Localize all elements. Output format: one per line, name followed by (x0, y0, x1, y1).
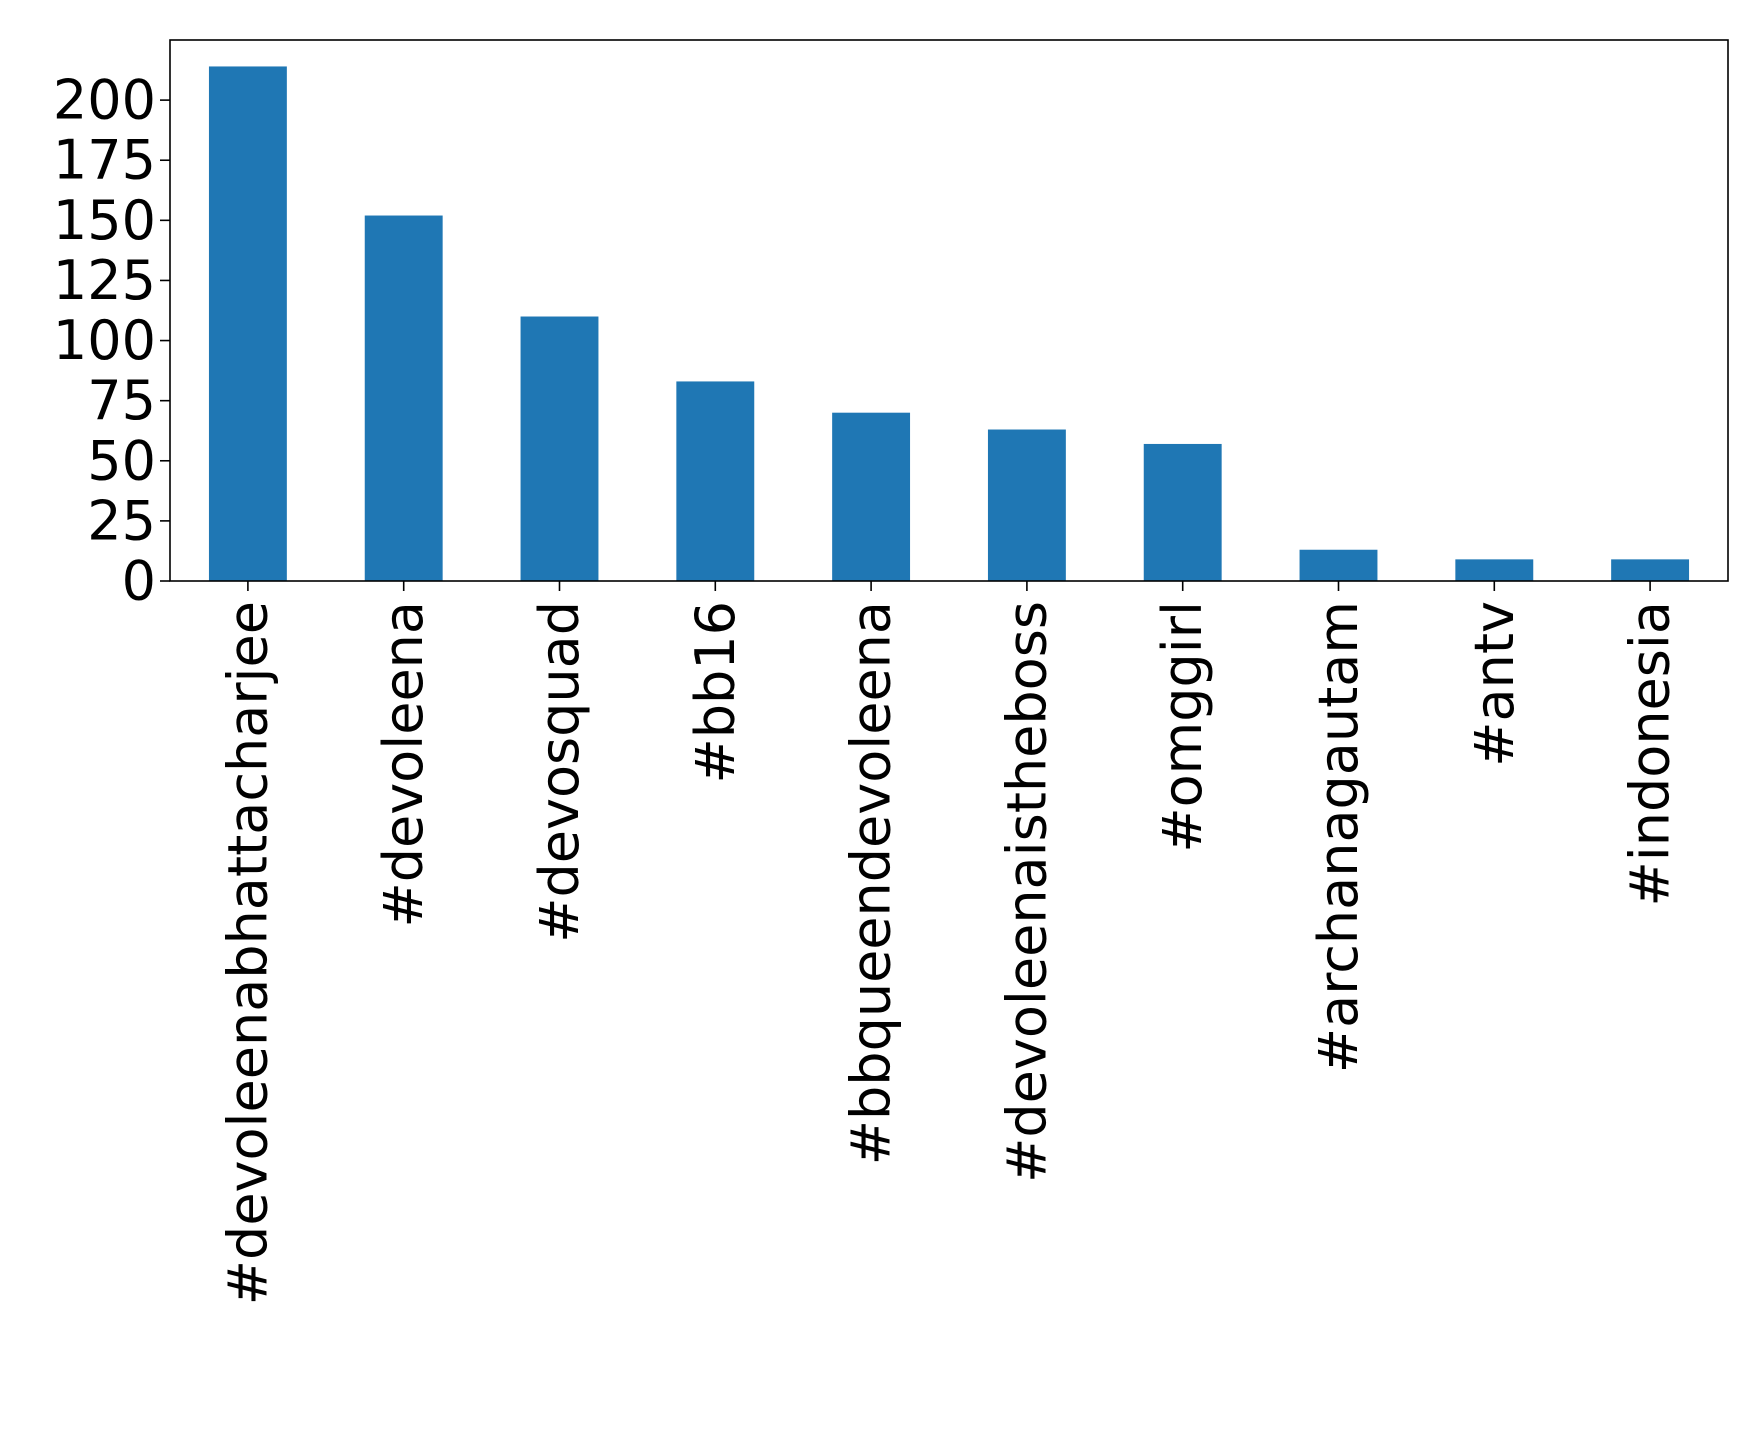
bar-devoleenabhattacharjee (208, 66, 287, 581)
y-tick-label: 125 (53, 249, 156, 312)
x-tick-label: #devosquad (528, 601, 591, 943)
bars-group (208, 66, 1690, 581)
y-tick-label: 75 (87, 369, 156, 432)
bar-bb16 (676, 381, 755, 581)
bar-omggirl (1143, 443, 1222, 581)
x-tick-label: #devoleena (372, 601, 435, 928)
x-tick-label: #archanagautam (1307, 601, 1370, 1073)
y-tick-label: 25 (87, 489, 156, 552)
x-tick-label: #bbqueendevoleena (840, 601, 903, 1165)
bar-indonesia (1611, 559, 1690, 581)
x-tick-label: #devoleenabhattacharjee (216, 601, 279, 1305)
y-tick-label: 100 (53, 309, 156, 372)
x-tick-label: #bb16 (684, 601, 747, 784)
bar-devoleenaistheboss (987, 429, 1066, 581)
y-tick-label: 200 (53, 69, 156, 132)
x-tick-label: #omggirl (1151, 601, 1214, 853)
y-tick-label: 0 (122, 550, 156, 613)
y-tick-label: 150 (53, 189, 156, 252)
x-tick-label: #indonesia (1619, 601, 1682, 906)
x-tick-label: #devoleenaistheboss (995, 601, 1058, 1183)
bar-antv (1455, 559, 1534, 581)
bar-devosquad (520, 316, 599, 581)
x-axis: #devoleenabhattacharjee #devoleena #devosq… (216, 581, 1682, 1305)
y-tick-label: 50 (87, 429, 156, 492)
x-tick-label: #antv (1463, 601, 1526, 767)
bar-archanagautam (1299, 549, 1378, 581)
bar-devoleena (364, 215, 443, 581)
plot-frame (169, 39, 1729, 582)
bar-bbqueendevoleena (832, 412, 911, 581)
y-tick-label: 175 (53, 129, 156, 192)
